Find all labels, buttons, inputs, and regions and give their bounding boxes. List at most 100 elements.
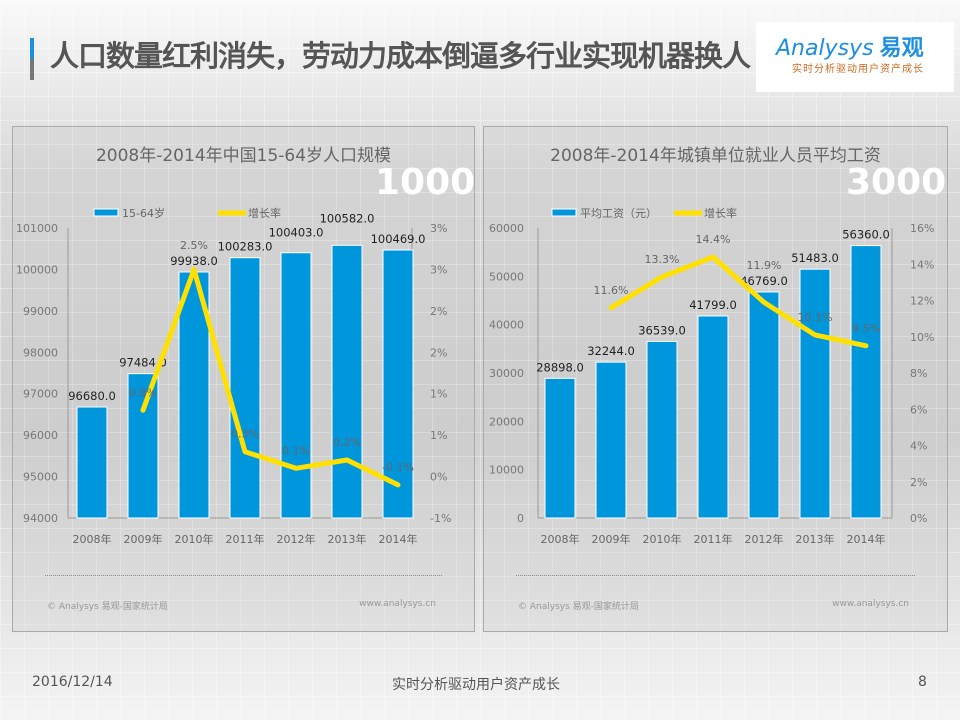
y2-tick-label: 6% [910,403,927,416]
y2-tick-label: 14% [910,258,934,271]
bar-data-label: 56360.0 [842,228,890,242]
y2-tick-label: 1% [430,388,447,401]
legend-label: 平均工资（元） [580,207,657,220]
x-tick-label: 2013年 [796,532,835,546]
bar [646,340,678,519]
bar [331,244,363,519]
x-tick-label: 2009年 [592,532,631,546]
bar [544,377,576,519]
bar-data-label: 32244.0 [587,344,635,358]
legend-label: 增长率 [704,206,737,220]
bar-data-label: 100469.0 [371,232,426,246]
bar-data-label: 46769.0 [740,274,788,288]
y2-tick-label: 10% [910,331,934,344]
y2-tick-label: -1% [430,512,451,525]
line-data-label: 9.5% [852,322,880,335]
footer-date: 2016/12/14 [32,674,113,690]
line-data-label: 0.8% [129,386,157,399]
logo-brand: Analysys 易观 [776,36,924,61]
x-tick-label: 2014年 [847,532,886,546]
y-tick-label: 101000 [16,222,58,235]
y2-tick-label: 12% [910,295,934,308]
line-data-label: 2.5% [180,239,208,252]
y-tick-label: 94000 [23,512,58,525]
legend-label: 增长率 [248,206,281,220]
x-tick-label: 2014年 [379,532,418,546]
y-tick-label: 60000 [489,222,524,235]
bar [748,291,780,519]
y-tick-label: 96000 [23,429,58,442]
bar-data-label: 96680.0 [68,389,116,403]
bar [76,406,108,519]
line-data-label: 0.3% [231,428,259,441]
page-title: 人口数量红利消失，劳动力成本倒逼多行业实现机器换人 [50,39,751,73]
x-tick-label: 2008年 [73,532,112,546]
source-note: © Analysys 易观-国家统计局 [518,602,639,612]
site-url: www.analysys.cn [359,599,436,609]
y2-tick-label: 3% [430,263,447,276]
bar [799,268,831,519]
x-tick-label: 2012年 [277,532,316,546]
bar [595,361,627,519]
y2-tick-label: 2% [430,346,447,359]
line-data-label: 14.4% [696,233,731,246]
source-note: © Analysys 易观-国家统计局 [47,602,168,612]
site-url: www.analysys.cn [832,599,909,609]
y-tick-label: 10000 [489,464,524,477]
y-tick-label: 97000 [23,388,58,401]
divider [45,575,442,576]
overlay-text: 3000 [846,162,947,203]
x-tick-label: 2010年 [643,532,682,546]
x-tick-label: 2010年 [175,532,214,546]
y2-tick-label: 3% [430,222,447,235]
y2-tick-label: 2% [910,476,927,489]
bar-data-label: 28898.0 [536,360,584,374]
x-tick-label: 2011年 [694,532,733,546]
bar-data-label: 51483.0 [791,251,839,265]
legend-label: 15-64岁 [122,206,165,220]
bar [229,257,261,519]
bar-data-label: 100582.0 [320,212,375,226]
logo: Analysys 易观 实时分析驱动用户资产成长 [756,22,954,92]
line-data-label: 0.1% [282,444,310,457]
y-tick-label: 95000 [23,471,58,484]
chart-title: 2008年-2014年中国15-64岁人口规模 [95,146,392,166]
bar-data-label: 99938.0 [170,254,218,268]
bar-data-label: 97484.0 [119,356,167,370]
line-data-label: 11.6% [594,284,629,297]
y-tick-label: 98000 [23,346,58,359]
y-tick-label: 20000 [489,415,524,428]
x-tick-label: 2012年 [745,532,784,546]
y2-tick-label: 8% [910,367,927,380]
y-tick-label: 99000 [23,305,58,318]
line-data-label: 11.9% [747,259,782,272]
y2-tick-label: 16% [910,222,934,235]
bar [382,249,414,519]
y2-tick-label: 2% [430,305,447,318]
x-tick-label: 2011年 [226,532,265,546]
bar-data-label: 41799.0 [689,298,737,312]
divider [516,575,915,576]
bar-data-label: 36539.0 [638,323,686,337]
line-data-label: -0.1% [382,461,414,474]
x-tick-label: 2013年 [328,532,367,546]
x-tick-label: 2009年 [124,532,163,546]
bar-data-label: 100283.0 [218,240,273,254]
y-tick-label: 0 [517,512,524,525]
y-tick-label: 50000 [489,270,524,283]
bar-data-label: 100403.0 [269,226,324,240]
overlay-text: 1000 [375,162,476,203]
logo-slogan: 实时分析驱动用户资产成长 [792,64,924,75]
chart-title: 2008年-2014年城镇单位就业人员平均工资 [550,146,881,166]
growth-rate-line [140,266,401,488]
bar [850,245,882,519]
y2-tick-label: 1% [430,429,447,442]
bar [697,315,729,519]
y-tick-label: 40000 [489,319,524,332]
page-number: 8 [918,674,927,690]
y-tick-label: 100000 [16,263,58,276]
y2-tick-label: 0% [430,471,447,484]
x-tick-label: 2008年 [541,532,580,546]
y-tick-label: 30000 [489,367,524,380]
